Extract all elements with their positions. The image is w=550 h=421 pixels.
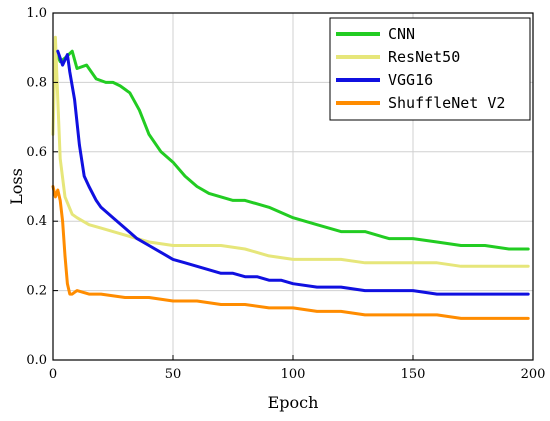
legend-label: ResNet50 [388, 48, 460, 66]
y-tick-label: 0.6 [26, 145, 47, 160]
series-line-vgg16 [56, 49, 530, 296]
series-lines [51, 35, 530, 320]
legend-label: CNN [388, 25, 415, 43]
series-line-cnn [53, 49, 530, 251]
y-tick-label: 1.0 [26, 6, 47, 21]
x-tick-label: 0 [49, 367, 57, 382]
x-tick-label: 200 [521, 367, 546, 382]
x-tick-label: 50 [165, 367, 182, 382]
x-axis-label: Epoch [268, 393, 319, 412]
legend: CNN ResNet50 VGG16 ShuffleNet V2 [329, 17, 531, 121]
y-tick-label: 0.8 [26, 75, 47, 90]
x-tick-label: 150 [401, 367, 426, 382]
x-tick-label: 100 [281, 367, 306, 382]
y-tick-label: 0.4 [26, 214, 47, 229]
series-line-resnet50 [51, 35, 530, 268]
y-tick-label: 0.2 [26, 284, 47, 299]
y-axis-label: Loss [7, 168, 26, 205]
series-line-shufflenet-v2 [51, 185, 530, 320]
legend-label: VGG16 [388, 71, 433, 89]
axis-ticks: 0 50 100 150 200 0.0 0.2 0.4 0.6 0.8 1.0 [26, 6, 545, 382]
legend-label: ShuffleNet V2 [388, 94, 505, 112]
y-tick-label: 0.0 [26, 353, 47, 368]
